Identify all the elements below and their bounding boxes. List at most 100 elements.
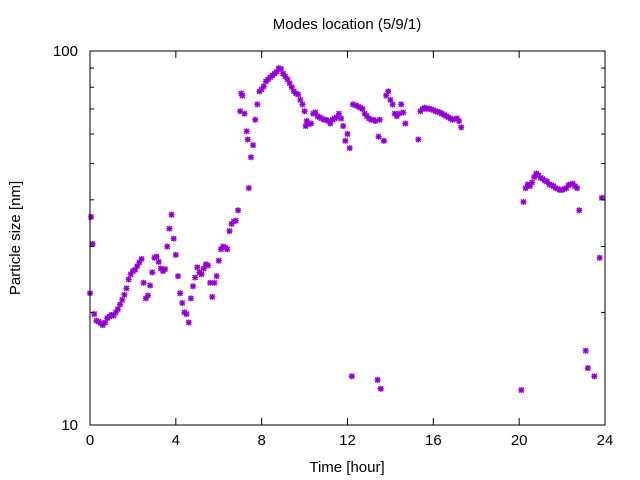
data-point [333,114,340,121]
axes: 0 4 8 12 16 20 24 10 100 [53,43,613,449]
data-point [574,185,581,192]
data-point [110,312,117,319]
data-point [224,246,231,253]
data-point [174,273,181,280]
data-point [400,109,407,116]
data-point [260,83,267,90]
data-point [596,254,603,261]
data-point [89,240,96,247]
y-tick-label: 10 [61,417,78,434]
data-point [244,136,251,143]
data-point [398,101,405,108]
data-point [389,101,396,108]
data-point [563,185,570,192]
data-point [172,251,179,258]
data-point [541,177,548,184]
chart-title: Modes location (5/9/1) [273,16,421,33]
data-point [123,285,130,292]
data-point [284,76,291,83]
x-tick-label: 24 [597,432,614,449]
data-point [121,291,128,298]
x-tick-label: 8 [257,432,265,449]
data-point [349,101,356,108]
data-point [598,194,605,201]
data-point [147,282,154,289]
y-axis-label: Particle size [nm] [7,181,24,295]
data-point [245,185,252,192]
data-point [192,274,199,281]
x-tick-label: 20 [511,432,528,449]
data-point [295,91,302,98]
data-point [230,218,237,225]
data-point [567,181,574,188]
data-point [380,137,387,144]
data-point [353,102,360,109]
data-point [303,117,310,124]
data-point [456,117,463,124]
data-point [576,207,583,214]
data-point [526,183,533,190]
data-point [211,279,218,286]
data-point [198,271,205,278]
data-point [458,124,465,131]
data-point [529,179,536,186]
data-point [552,185,559,192]
data-point [559,186,566,193]
y-tick-label: 100 [53,43,78,60]
data-point [194,264,201,271]
data-point [312,109,319,116]
data-point [127,271,134,278]
data-point [232,217,239,224]
data-point [132,266,139,273]
data-point [383,92,390,99]
plot-frame [89,50,606,426]
data-point [346,145,353,152]
data-point [112,309,119,316]
data-point [241,110,248,117]
data-point [554,185,561,192]
data-point [102,319,109,326]
data-point [91,311,98,318]
data-point [125,276,132,283]
data-point [187,295,194,302]
data-point [247,154,254,161]
data-point [548,182,555,189]
data-point [301,108,308,115]
data-point [561,185,568,192]
data-point [153,253,160,260]
data-point [144,292,151,299]
data-point [286,80,293,87]
data-point [114,306,121,313]
data-point [293,90,299,97]
data-point [377,385,384,392]
data-point [537,174,544,181]
data-point [375,133,382,140]
data-point [226,228,233,235]
x-tick-label: 12 [339,432,356,449]
data-point [215,257,222,264]
data-point [518,387,525,394]
data-point [299,101,306,108]
data-point [258,86,265,93]
data-point [142,295,149,302]
data-point [340,123,347,130]
data-point [254,101,261,108]
data-point [582,347,589,354]
data-point [544,178,551,185]
data-point [302,123,309,130]
data-point [88,213,95,220]
data-point [415,136,422,143]
data-point [235,207,242,214]
data-point [138,255,145,262]
data-point [348,373,355,380]
data-point [134,263,141,270]
data-point [546,181,553,188]
data-point [565,182,572,189]
data-point [250,142,257,149]
data-point [376,116,383,123]
data-point [522,185,529,192]
data-point [190,283,196,290]
data-point [168,211,175,218]
data-point [93,317,100,324]
